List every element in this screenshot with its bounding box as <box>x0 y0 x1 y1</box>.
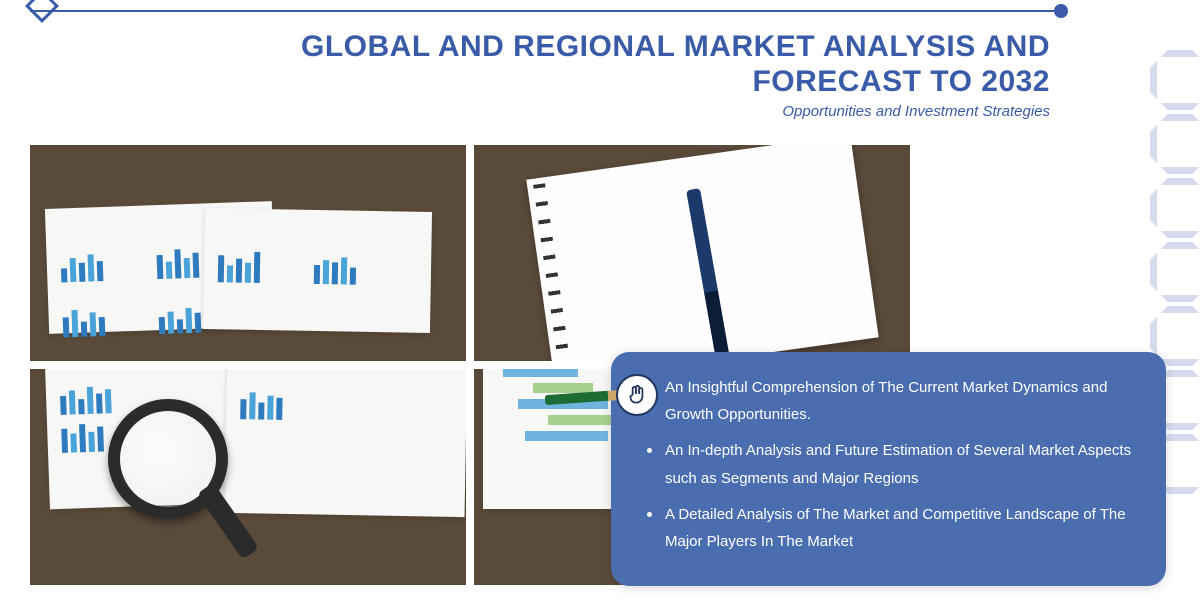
header-rule <box>30 10 1060 12</box>
bullet-item: An Insightful Comprehension of The Curre… <box>647 374 1140 430</box>
hexagon-icon <box>1150 114 1200 174</box>
collage-tile-top-left <box>30 145 466 361</box>
paper-sheet <box>225 369 466 518</box>
hexagon-icon <box>1150 242 1200 302</box>
bullet-item: An In-depth Analysis and Future Estimati… <box>647 437 1140 493</box>
bullet-item: A Detailed Analysis of The Market and Co… <box>647 501 1140 557</box>
key-points-callout: An Insightful Comprehension of The Curre… <box>611 352 1166 587</box>
collage-tile-top-right <box>474 145 910 361</box>
collage-tile-bottom-left <box>30 369 466 585</box>
title-block: GLOBAL AND REGIONAL MARKET ANALYSIS AND … <box>301 30 1050 120</box>
title-line-1: GLOBAL AND REGIONAL MARKET ANALYSIS AND <box>301 30 1050 65</box>
hexagon-icon <box>1150 178 1200 238</box>
title-line-2: FORECAST TO 2032 <box>301 65 1050 100</box>
paper-sheet <box>203 208 432 333</box>
subtitle: Opportunities and Investment Strategies <box>301 103 1050 120</box>
bullet-list: An Insightful Comprehension of The Curre… <box>647 374 1140 557</box>
magnifying-glass-icon <box>108 399 228 519</box>
hexagon-icon <box>1150 50 1200 110</box>
spiral-binding <box>533 183 572 361</box>
pointing-hand-icon <box>616 374 658 416</box>
